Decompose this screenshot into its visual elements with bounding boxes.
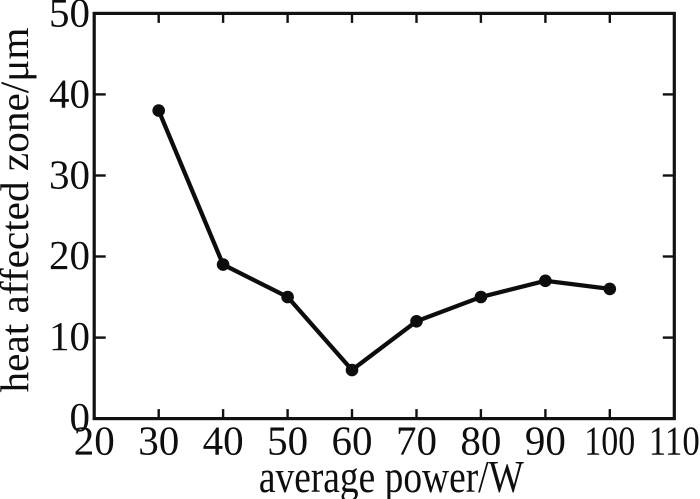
- svg-text:heat affected zone/μm: heat affected zone/μm: [0, 28, 37, 393]
- svg-text:60: 60: [332, 418, 373, 464]
- svg-text:10: 10: [49, 313, 90, 359]
- svg-text:30: 30: [49, 151, 90, 197]
- svg-text:40: 40: [49, 70, 90, 116]
- svg-text:20: 20: [49, 232, 90, 278]
- svg-text:40: 40: [203, 418, 244, 464]
- svg-text:0: 0: [70, 394, 91, 440]
- svg-text:50: 50: [49, 0, 90, 36]
- svg-text:70: 70: [396, 418, 437, 464]
- svg-text:30: 30: [138, 418, 179, 464]
- svg-text:80: 80: [460, 418, 501, 464]
- svg-text:90: 90: [525, 418, 566, 464]
- svg-text:100: 100: [584, 418, 635, 464]
- svg-text:20: 20: [74, 418, 115, 464]
- svg-text:average power/W: average power/W: [259, 451, 524, 499]
- svg-text:110: 110: [649, 418, 700, 464]
- svg-text:50: 50: [267, 418, 308, 464]
